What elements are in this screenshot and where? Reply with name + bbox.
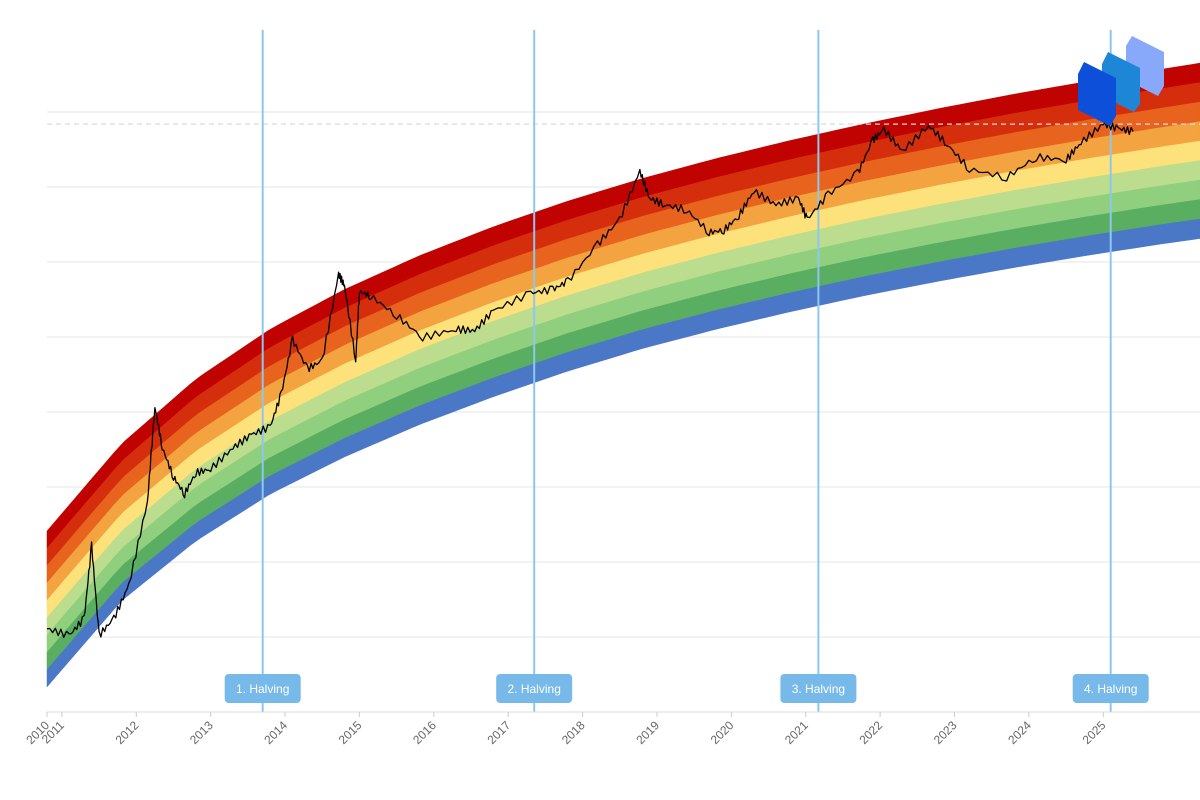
halving-badge xyxy=(780,674,857,703)
price-series xyxy=(46,121,1134,639)
halving-badge xyxy=(224,674,301,703)
x-tick-label: 2022 xyxy=(856,718,885,747)
halving-badge xyxy=(1072,674,1149,703)
rainbow-band xyxy=(46,218,1200,688)
x-tick-label: 2014 xyxy=(261,718,290,747)
x-tick-label: 2021 xyxy=(782,718,811,747)
halving-lines xyxy=(261,30,1112,712)
halving-label: 1. Halving xyxy=(236,682,289,696)
x-tick-label: 2017 xyxy=(485,718,514,747)
x-tick-label: 2019 xyxy=(633,718,662,747)
x-tick-label: 2023 xyxy=(931,718,960,747)
x-tick-label: 2020 xyxy=(708,718,737,747)
x-tick-label: 2018 xyxy=(559,718,588,747)
halving-label: 2. Halving xyxy=(508,682,561,696)
brand-logo xyxy=(1074,34,1170,130)
rainbow-bands xyxy=(46,62,1200,688)
halving-label: 3. Halving xyxy=(792,682,845,696)
x-tick-label: 2015 xyxy=(336,718,365,747)
bars-logo-icon xyxy=(1078,36,1164,126)
logo-bar-1 xyxy=(1078,62,1116,126)
halving-label: 4. Halving xyxy=(1084,682,1137,696)
price-line xyxy=(46,121,1134,639)
x-tick-label: 2024 xyxy=(1005,718,1034,747)
x-tick-label: 2012 xyxy=(113,718,142,747)
x-tick-label: 2016 xyxy=(410,718,439,747)
x-tick-label: 2025 xyxy=(1080,718,1109,747)
halving-badges: 1. Halving 2. Halving 3. Halving 4. Halving xyxy=(224,674,1149,703)
halving-badge xyxy=(496,674,573,703)
x-tick-label: 2013 xyxy=(187,718,216,747)
